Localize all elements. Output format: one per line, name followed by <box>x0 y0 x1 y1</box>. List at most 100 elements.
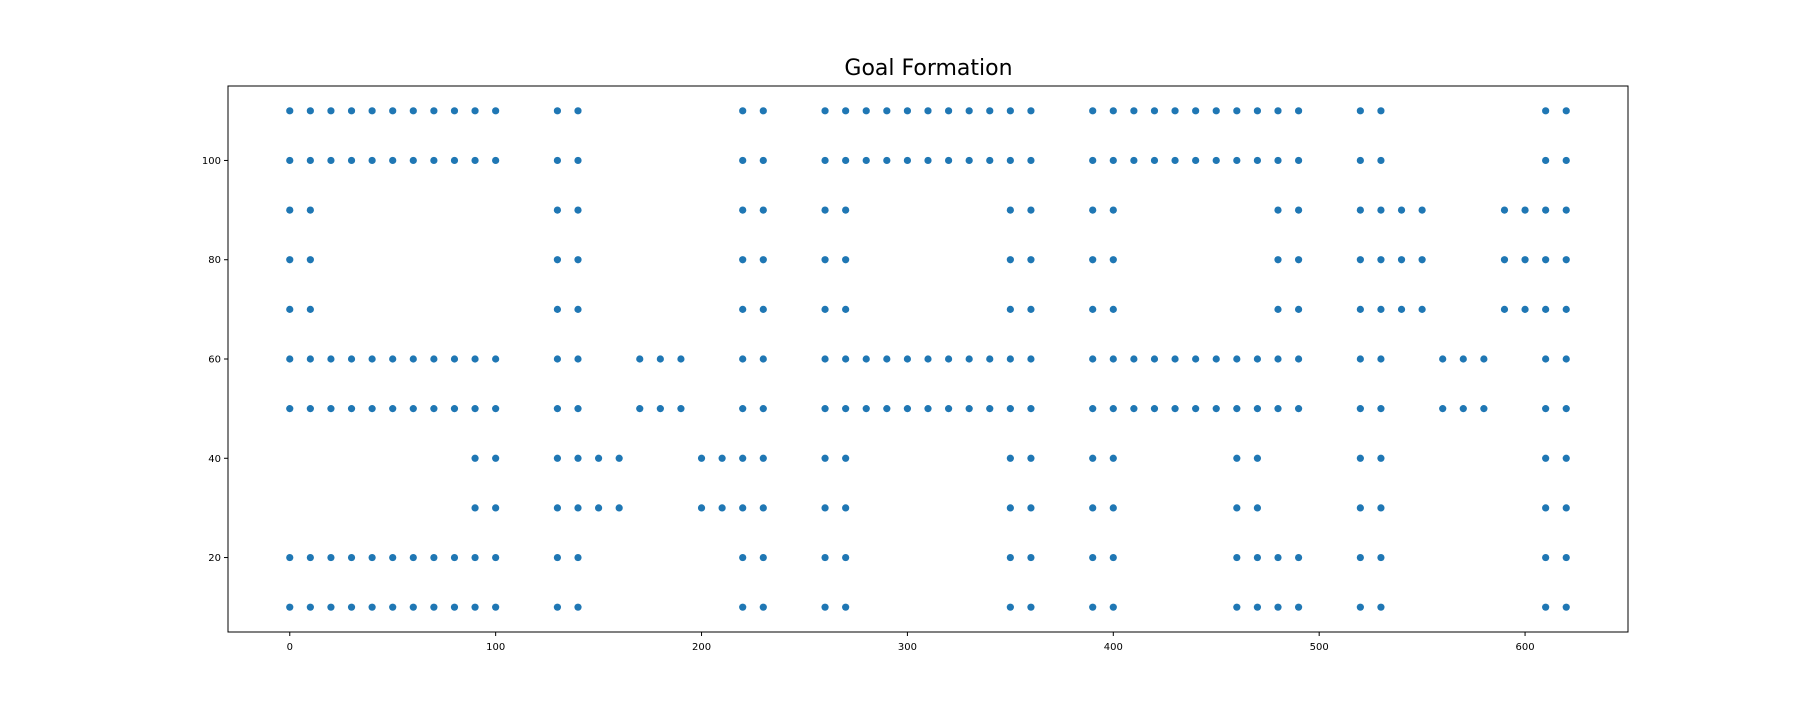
scatter-point <box>1109 156 1117 165</box>
scatter-point <box>1089 603 1097 611</box>
scatter-point <box>924 156 932 165</box>
scatter-point <box>1356 305 1364 313</box>
scatter-point <box>492 355 500 363</box>
scatter-point <box>1253 553 1262 562</box>
scatter-point <box>471 405 479 413</box>
scatter-point <box>903 107 912 115</box>
scatter-point <box>430 405 438 413</box>
scatter-point <box>677 355 685 363</box>
scatter-point <box>1274 156 1282 165</box>
scatter-point <box>1274 305 1282 313</box>
scatter-point <box>286 553 294 562</box>
scatter-point <box>1542 305 1550 313</box>
scatter-point <box>1500 256 1509 264</box>
scatter-point <box>327 553 335 562</box>
scatter-point <box>368 355 376 363</box>
scatter-point <box>553 504 562 512</box>
scatter-point <box>1377 305 1385 313</box>
scatter-point <box>1212 156 1220 165</box>
scatter-point <box>1356 405 1364 413</box>
scatter-point <box>306 553 314 562</box>
scatter-point <box>471 156 479 165</box>
scatter-point <box>1356 107 1364 115</box>
scatter-point <box>553 305 562 313</box>
scatter-point <box>1294 107 1303 115</box>
scatter-point <box>821 107 829 115</box>
scatter-point <box>574 504 582 512</box>
scatter-point <box>1397 206 1406 214</box>
scatter-point <box>574 553 582 562</box>
scatter-point <box>821 405 829 413</box>
scatter-point <box>1109 454 1117 462</box>
scatter-point <box>1521 256 1529 264</box>
scatter-point <box>944 355 953 363</box>
scatter-point <box>842 355 850 363</box>
scatter-point <box>739 206 747 214</box>
scatter-point <box>1562 454 1570 462</box>
scatter-point <box>1294 405 1303 413</box>
scatter-point <box>1130 405 1138 413</box>
scatter-point <box>1542 206 1550 214</box>
scatter-point <box>327 405 335 413</box>
scatter-point <box>409 355 417 363</box>
scatter-point <box>553 603 562 611</box>
scatter-point <box>1562 156 1570 165</box>
scatter-point <box>1130 355 1138 363</box>
scatter-point <box>306 206 314 214</box>
scatter-point <box>1253 603 1262 611</box>
scatter-point <box>430 603 438 611</box>
scatter-point <box>842 454 850 462</box>
scatter-point <box>842 553 850 562</box>
scatter-point <box>492 107 500 115</box>
scatter-point <box>1377 256 1385 264</box>
scatter-point <box>739 405 747 413</box>
scatter-point <box>1233 553 1241 562</box>
scatter-point <box>286 256 294 264</box>
scatter-point <box>1150 156 1159 165</box>
x-tick-label: 100 <box>486 642 505 653</box>
scatter-point <box>1274 405 1282 413</box>
scatter-point <box>306 603 314 611</box>
scatter-point <box>759 305 767 313</box>
scatter-point <box>1562 504 1570 512</box>
scatter-point <box>471 504 479 512</box>
scatter-point <box>286 603 294 611</box>
scatter-point <box>1212 405 1220 413</box>
scatter-point <box>1562 256 1570 264</box>
scatter-point <box>1439 405 1447 413</box>
scatter-point <box>1418 305 1426 313</box>
scatter-point <box>821 553 829 562</box>
x-tick-label: 500 <box>1310 642 1329 653</box>
scatter-point <box>1027 107 1035 115</box>
scatter-point <box>1089 504 1097 512</box>
scatter-point <box>1192 156 1200 165</box>
scatter-point <box>1274 107 1282 115</box>
x-tick-label: 600 <box>1516 642 1535 653</box>
scatter-point <box>1356 504 1364 512</box>
scatter-point <box>1171 156 1179 165</box>
scatter-point <box>409 107 417 115</box>
scatter-point <box>1006 553 1014 562</box>
scatter-point <box>430 355 438 363</box>
scatter-point <box>759 553 767 562</box>
scatter-point <box>1542 553 1550 562</box>
scatter-point <box>759 405 767 413</box>
scatter-point <box>553 206 562 214</box>
scatter-point <box>286 156 294 165</box>
scatter-point <box>1233 156 1241 165</box>
scatter-point <box>1150 355 1159 363</box>
scatter-point <box>1109 107 1117 115</box>
scatter-point <box>1027 405 1035 413</box>
scatter-point <box>1089 553 1097 562</box>
scatter-point <box>697 504 706 512</box>
scatter-point <box>553 355 562 363</box>
scatter-point <box>1356 355 1364 363</box>
scatter-point <box>1542 454 1550 462</box>
scatter-point <box>471 553 479 562</box>
scatter-point <box>347 553 356 562</box>
scatter-point <box>821 256 829 264</box>
scatter-point <box>903 156 912 165</box>
scatter-point <box>306 107 314 115</box>
scatter-point <box>862 156 870 165</box>
scatter-point <box>1171 107 1179 115</box>
